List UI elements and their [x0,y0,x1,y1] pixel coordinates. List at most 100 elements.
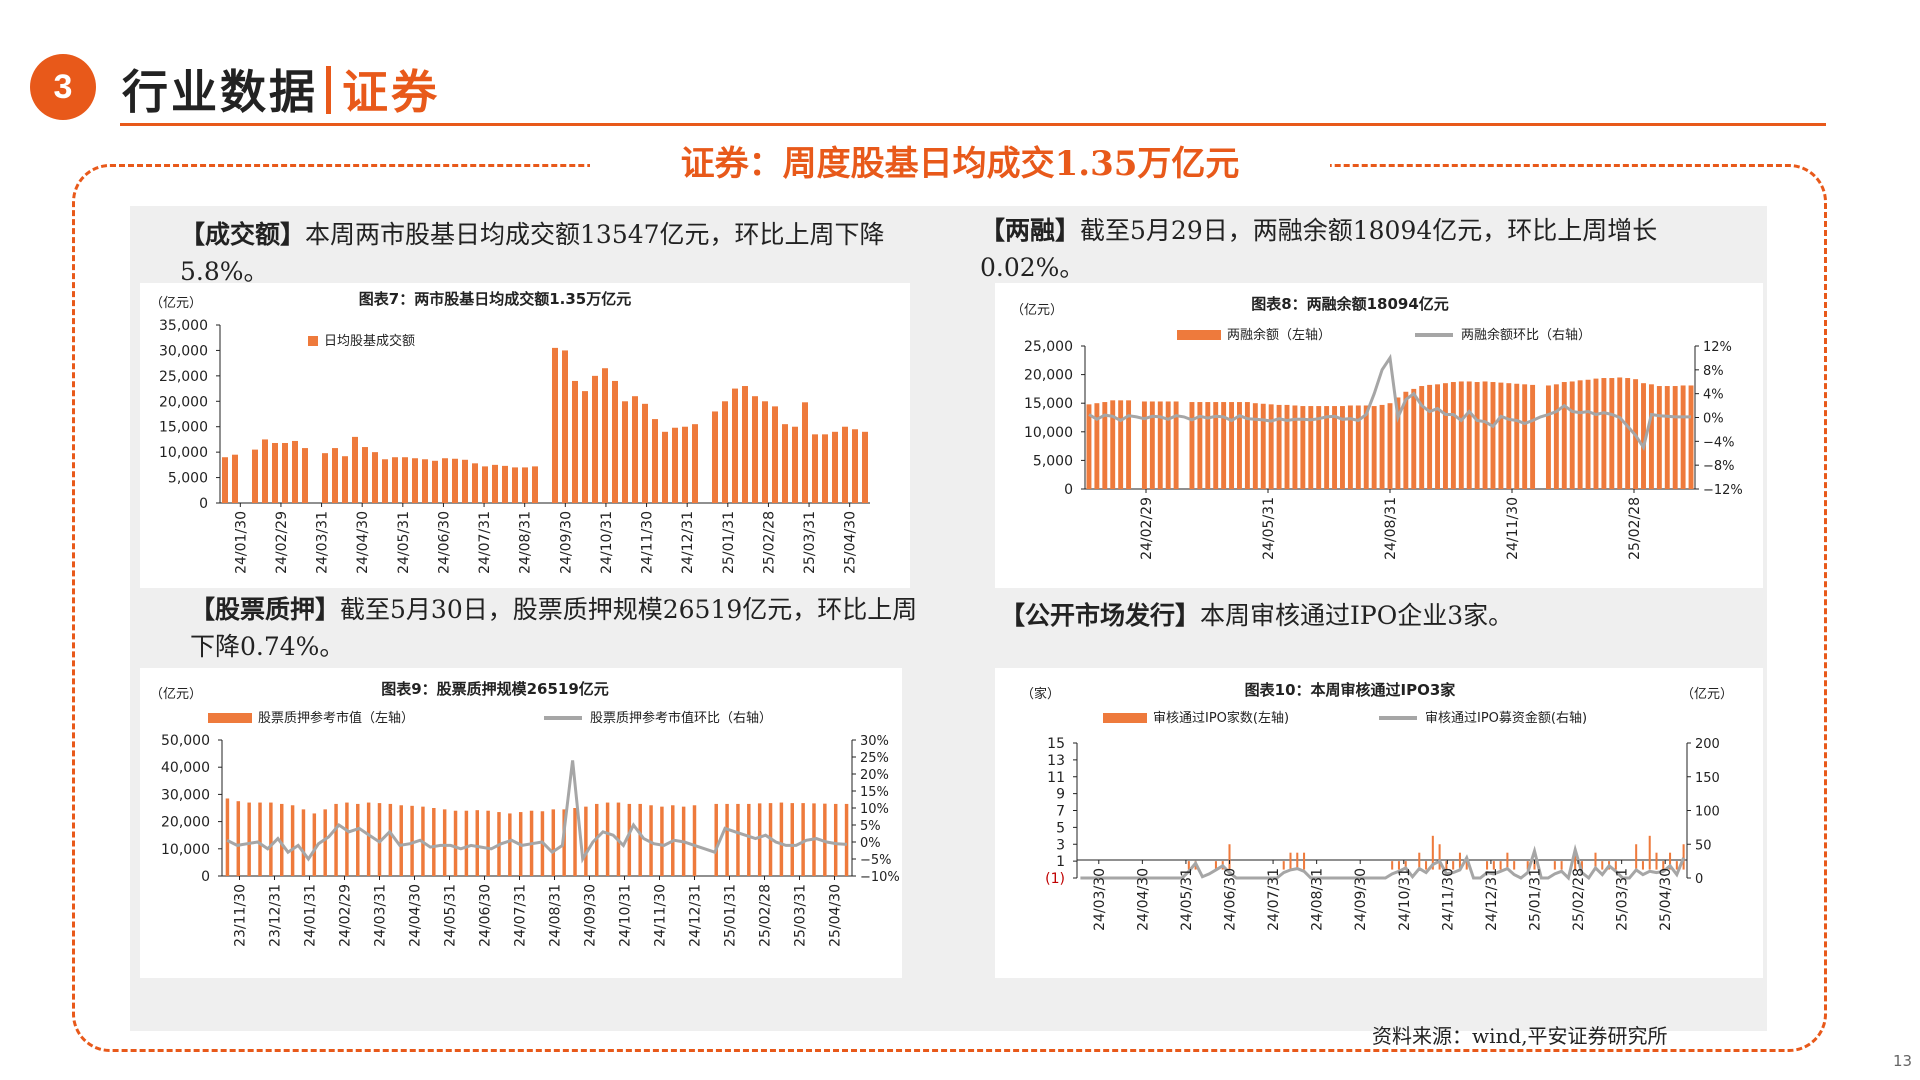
bar [269,802,273,876]
bar [312,813,317,876]
bar [332,448,338,503]
legend-swatch-bar [308,336,318,346]
x-tick-label: 24/02/29 [338,884,354,947]
bar [232,454,238,503]
legend-label: 股票质押参考市值环比（右轴） [590,710,772,726]
bar [1625,378,1631,489]
bar [512,467,518,503]
bar [1648,835,1651,870]
bar [1594,852,1597,870]
margin-tag: 【两融】 [980,216,1081,245]
x-tick-label: 24/12/31 [1484,868,1500,931]
bar [1498,382,1504,489]
x-tick-label: 24/06/30 [436,511,452,574]
bar [422,459,428,503]
bar [1391,861,1394,870]
bar [801,803,805,876]
bar [1229,402,1235,489]
y-tick-label-right: −12% [1703,483,1743,498]
x-tick-label: 24/04/30 [1135,868,1151,931]
bar [472,463,478,503]
bar [682,426,688,503]
bar [1656,386,1662,489]
bar [225,798,230,876]
y-tick-label: (1) [1045,871,1065,887]
legend-label: 两融余额（左轴） [1227,327,1331,343]
bar [1284,404,1290,489]
series-line [226,760,848,864]
y-tick-label-right: 0% [860,836,881,851]
title-divider [326,66,331,114]
y-tick-label-right: 15% [860,785,889,800]
bar [638,803,642,876]
y-tick-label: 3 [1056,837,1065,853]
x-tick-label: 25/03/31 [802,511,818,574]
bar [822,434,828,503]
bar [1482,381,1488,489]
bar [1526,861,1529,870]
bar [642,403,648,503]
bar [1403,391,1409,489]
y-tick-label: 5,000 [168,471,208,487]
right-axis-unit: （亿元） [1681,687,1733,702]
bar [714,803,718,876]
bar [1252,403,1258,489]
bar [1268,404,1274,489]
ipo-tag: 【公开市场发行】 [1000,601,1201,630]
bar [732,388,738,503]
left-axis-unit: （亿元） [1011,303,1063,318]
bar [1347,405,1353,489]
bar [652,419,658,503]
bar [1530,384,1536,489]
bar [377,803,382,876]
bar [1411,388,1417,489]
bar [486,810,490,876]
y-tick-label-right: 150 [1695,771,1720,786]
bar [508,813,512,876]
bar [392,457,398,503]
bar [1664,386,1670,489]
bar [1332,406,1338,489]
ipo-paragraph: 【公开市场发行】本周审核通过IPO企业3家。 [1000,597,1740,634]
x-tick-label: 24/11/30 [1440,868,1456,931]
x-tick-label: 24/08/31 [1310,868,1326,931]
bar [1371,406,1377,489]
bar [742,386,748,503]
bar [1490,382,1496,489]
bar [236,801,241,876]
left-axis-unit: （亿元） [150,296,202,311]
bar [752,396,758,503]
bar [782,424,788,503]
bar [1445,861,1448,870]
x-tick-label: 24/09/30 [1353,868,1369,931]
bar [1580,861,1583,870]
bar [779,802,784,876]
bar [672,427,678,503]
bar [1296,852,1299,870]
page-subtitle: 证券 [342,65,440,119]
bar [1395,397,1401,489]
bar [1506,852,1509,870]
bar [322,453,328,503]
bar [736,803,740,876]
bar [345,802,349,876]
bar [1300,406,1306,489]
legend-swatch-bar [1177,330,1221,340]
bar [712,411,718,503]
x-tick-label: 24/04/30 [355,511,371,574]
pledge-text: 截至5月30日，股票质押规模26519亿元，环比上周下降0.74%。 [190,595,918,661]
bar [442,809,447,876]
x-tick-label: 24/11/30 [640,511,656,574]
x-tick-label: 25/01/31 [1528,868,1544,931]
bar [1387,403,1393,489]
ipo-text: 本周审核通过IPO企业3家。 [1200,601,1514,630]
x-tick-label: 25/02/28 [761,511,777,574]
bar [402,457,408,503]
bar [475,810,479,876]
bar [790,803,794,876]
y-tick-label: 0 [1064,482,1073,498]
bar [1458,852,1461,870]
turnover-paragraph: 【成交额】本周两市股基日均成交额13547亿元，环比上周下降5.8%。 [180,216,920,290]
chart-8-panel: 图表8：两融余额18094亿元 （亿元） 两融余额（左轴） 两融余额环比（右轴） 0 5,… [995,283,1763,588]
bar [1355,405,1361,489]
